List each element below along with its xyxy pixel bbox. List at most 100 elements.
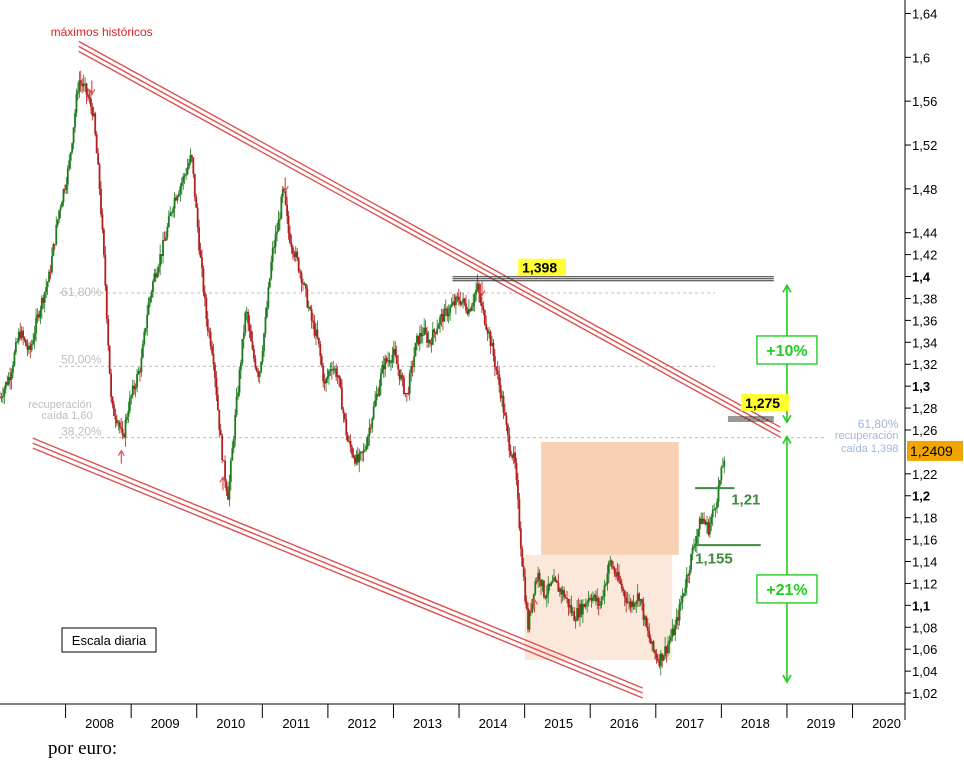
candle-up bbox=[693, 546, 695, 548]
candle-up bbox=[4, 382, 7, 389]
candle-down bbox=[401, 375, 404, 378]
candle-up bbox=[423, 327, 426, 335]
candle-up bbox=[667, 644, 669, 654]
candle-down bbox=[49, 271, 52, 273]
candle-up bbox=[427, 339, 430, 343]
y-tick-label: 1,4 bbox=[912, 270, 931, 285]
candle-down bbox=[638, 593, 641, 601]
candle-down bbox=[160, 254, 163, 256]
candle-up bbox=[238, 369, 241, 393]
candle-up bbox=[169, 213, 172, 217]
candle-up bbox=[701, 518, 704, 524]
candle-down bbox=[388, 360, 391, 363]
candle-up bbox=[644, 616, 646, 620]
candle-down bbox=[618, 571, 620, 581]
x-tick-label: 2013 bbox=[413, 716, 442, 731]
fib-382-label: 38,20% bbox=[61, 425, 102, 439]
candle-up bbox=[668, 640, 671, 645]
candle-up bbox=[12, 365, 14, 373]
candle-down bbox=[658, 660, 661, 667]
recovery-160-label-2: caída 1,60 bbox=[41, 410, 92, 422]
candle-down bbox=[486, 329, 489, 334]
candle-down bbox=[38, 314, 40, 318]
candle-up bbox=[51, 256, 53, 273]
candle-down bbox=[535, 581, 538, 583]
candle-down bbox=[612, 566, 615, 569]
candle-down bbox=[560, 588, 563, 595]
gain-arrow-head-bottom-2 bbox=[782, 674, 792, 684]
candle-up bbox=[240, 362, 242, 370]
candle-down bbox=[625, 597, 628, 603]
y-tick-label: 1,2 bbox=[912, 489, 930, 504]
candle-down bbox=[411, 366, 414, 368]
candle-down bbox=[395, 355, 398, 365]
candle-down bbox=[504, 412, 506, 416]
candle-up bbox=[328, 370, 330, 377]
candle-down bbox=[107, 318, 110, 346]
candle-down bbox=[424, 327, 427, 333]
candle-down bbox=[123, 435, 125, 438]
bottom-arrow-head-3 bbox=[530, 598, 538, 605]
candle-up bbox=[651, 641, 654, 644]
candle-up bbox=[470, 306, 473, 311]
candle-down bbox=[519, 528, 522, 549]
y-tick-label: 1,12 bbox=[912, 576, 937, 591]
candle-down bbox=[306, 289, 309, 308]
candle-up bbox=[278, 218, 281, 221]
bottom-arrow-head-2 bbox=[219, 476, 227, 483]
candle-up bbox=[84, 83, 87, 85]
candle-down bbox=[645, 616, 648, 627]
candle-down bbox=[110, 373, 112, 397]
candle-down bbox=[548, 583, 551, 586]
candle-down bbox=[515, 463, 518, 481]
candle-down bbox=[492, 342, 495, 356]
candle-up bbox=[82, 83, 85, 87]
candle-up bbox=[528, 611, 531, 630]
candle-up bbox=[414, 342, 417, 357]
candle-down bbox=[567, 598, 570, 608]
label-121: 1,21 bbox=[731, 492, 760, 509]
candle-up bbox=[329, 369, 332, 371]
candle-up bbox=[348, 440, 351, 442]
price-series bbox=[0, 70, 726, 676]
candle-up bbox=[144, 328, 147, 332]
candle-up bbox=[1, 396, 4, 398]
candle-down bbox=[251, 341, 254, 350]
candle-up bbox=[276, 231, 278, 235]
candle-up bbox=[78, 80, 81, 92]
label-1275: 1,275 bbox=[745, 395, 780, 411]
channel-lower-line-1 bbox=[32, 437, 643, 689]
candle-up bbox=[574, 620, 577, 622]
candle-down bbox=[493, 355, 496, 367]
candle-down bbox=[215, 378, 218, 396]
candle-down bbox=[216, 395, 219, 410]
candle-up bbox=[45, 287, 48, 293]
candle-down bbox=[42, 297, 45, 303]
candle-up bbox=[537, 572, 540, 582]
candle-up bbox=[593, 595, 596, 598]
candle-up bbox=[541, 580, 544, 587]
x-tick-label: 2020 bbox=[872, 716, 901, 731]
y-tick-label: 1,36 bbox=[912, 313, 937, 328]
candle-up bbox=[391, 354, 394, 363]
candle-up bbox=[58, 210, 61, 220]
candle-up bbox=[16, 341, 19, 343]
x-tick-label: 2010 bbox=[216, 716, 245, 731]
candle-down bbox=[97, 153, 100, 165]
candle-up bbox=[475, 289, 478, 295]
candle-up bbox=[280, 196, 283, 219]
candle-up bbox=[186, 167, 189, 175]
candle-down bbox=[403, 377, 405, 394]
candle-up bbox=[43, 292, 46, 303]
candle-up bbox=[628, 601, 630, 603]
y-tick-label: 1,08 bbox=[912, 620, 937, 635]
candle-up bbox=[587, 598, 590, 603]
candle-down bbox=[19, 331, 22, 339]
candle-up bbox=[706, 522, 708, 525]
candle-down bbox=[433, 329, 436, 333]
y-tick-label: 1,3 bbox=[912, 379, 930, 394]
candle-up bbox=[325, 378, 327, 384]
candle-down bbox=[192, 157, 195, 174]
candle-down bbox=[320, 356, 323, 366]
candle-down bbox=[654, 650, 656, 654]
